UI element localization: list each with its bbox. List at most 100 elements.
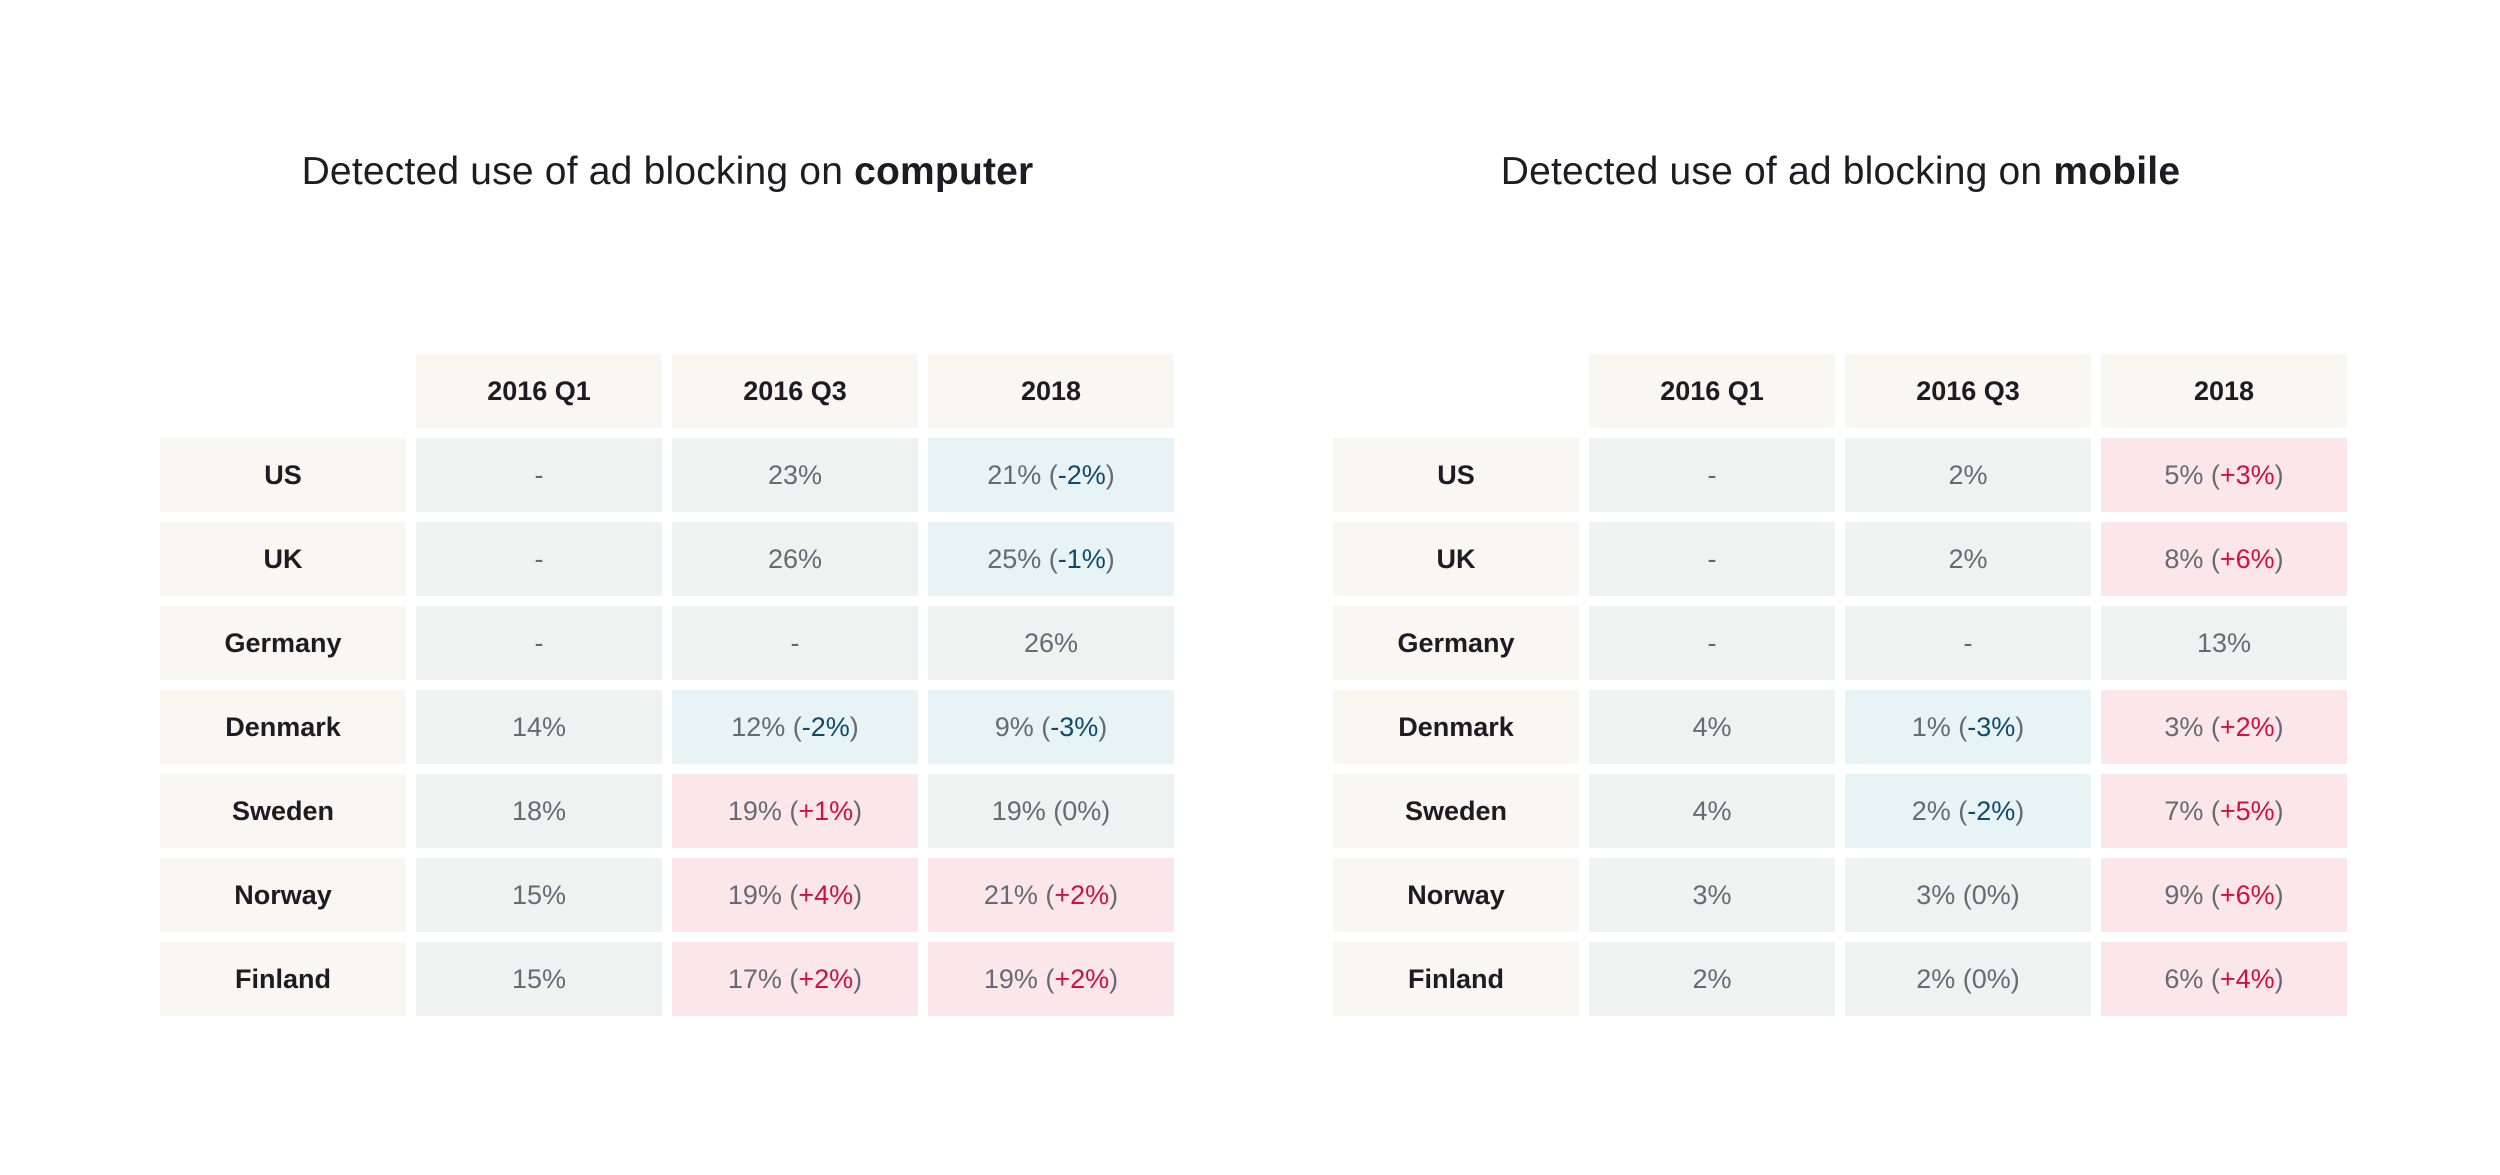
cell-value: 23% [767,459,823,490]
cell-value: 2% [1692,963,1732,994]
cell-value: 3% [1916,879,1956,910]
computer-cell-us-2018: 21% (-2%) [928,438,1174,512]
computer-title-prefix: Detected use of ad blocking on [301,150,855,193]
cell-change: +1% [798,795,854,826]
computer-row-label-finland: Finland [160,942,406,1016]
mobile-col-header-2018: 2018 [2101,354,2347,428]
mobile-cell-finland-2016-q3: 2% (0%) [1845,942,2091,1016]
mobile-cell-uk-2018: 8% (+6%) [2101,522,2347,596]
cell-change: -1% [1057,543,1106,574]
computer-row-label-denmark: Denmark [160,690,406,764]
mobile-row-label-norway: Norway [1333,858,1579,932]
mobile-table-panel: Detected use of ad blocking on mobile 20… [1333,0,2348,1175]
computer-row-label-germany: Germany [160,606,406,680]
cell-change: -3% [1050,711,1099,742]
mobile-cell-norway-2016-q3: 3% (0%) [1845,858,2091,932]
mobile-title-prefix: Detected use of ad blocking on [1500,150,2054,193]
cell-value: 21% [987,459,1042,490]
cell-value: - [534,543,544,574]
cell-value: 4% [1692,795,1732,826]
computer-col-header-2016-q1: 2016 Q1 [416,354,662,428]
cell-value: 2% [1911,795,1951,826]
cell-value: 14% [511,711,567,742]
computer-cell-uk-2016-q3: 26% [672,522,918,596]
mobile-cell-finland-2016-q1: 2% [1589,942,1835,1016]
cell-value: 6% [2164,963,2204,994]
mobile-cell-uk-2016-q3: 2% [1845,522,2091,596]
cell-value: - [1707,459,1717,490]
cell-value: 2% [1948,543,1988,574]
cell-value: - [1963,627,1973,658]
computer-cell-norway-2016-q1: 15% [416,858,662,932]
computer-cell-sweden-2016-q3: 19% (+1%) [672,774,918,848]
computer-cell-sweden-2018: 19% (0%) [928,774,1174,848]
cell-value: 3% [2164,711,2204,742]
cell-value: - [534,627,544,658]
mobile-cell-finland-2018: 6% (+4%) [2101,942,2347,1016]
computer-row-label-uk: UK [160,522,406,596]
cell-change: -2% [1967,795,2016,826]
cell-value: 2% [1948,459,1988,490]
computer-cell-norway-2016-q3: 19% (+4%) [672,858,918,932]
cell-value: 21% [983,879,1038,910]
computer-col-header-2016-q3: 2016 Q3 [672,354,918,428]
cell-change: +4% [2219,963,2275,994]
mobile-cell-germany-2016-q3: - [1845,606,2091,680]
computer-cell-uk-2018: 25% (-1%) [928,522,1174,596]
cell-value: 13% [2196,627,2252,658]
mobile-cell-denmark-2018: 3% (+2%) [2101,690,2347,764]
cell-value: 19% [991,795,1046,826]
computer-title-emphasis: computer [854,150,1034,193]
cell-change: +6% [2219,543,2275,574]
cell-change: +2% [2219,711,2275,742]
cell-value: 5% [2164,459,2204,490]
computer-cell-norway-2018: 21% (+2%) [928,858,1174,932]
cell-value: 19% [983,963,1038,994]
cell-change: 0% [1062,795,1102,826]
computer-cell-germany-2018: 26% [928,606,1174,680]
mobile-row-label-us: US [1333,438,1579,512]
cell-change: +2% [798,963,854,994]
computer-cell-finland-2016-q3: 17% (+2%) [672,942,918,1016]
mobile-cell-sweden-2016-q1: 4% [1589,774,1835,848]
cell-value: 19% [727,879,782,910]
cell-change: -2% [1057,459,1106,490]
mobile-row-label-sweden: Sweden [1333,774,1579,848]
cell-change: -3% [1967,711,2016,742]
cell-value: 7% [2164,795,2204,826]
computer-table-title: Detected use of ad blocking on computer [160,150,1175,194]
computer-col-header-2018: 2018 [928,354,1174,428]
cell-value: - [534,459,544,490]
cell-value: 18% [511,795,567,826]
cell-change: +4% [798,879,854,910]
computer-cell-denmark-2016-q3: 12% (-2%) [672,690,918,764]
cell-value: 15% [511,963,567,994]
computer-cell-us-2016-q3: 23% [672,438,918,512]
mobile-cell-denmark-2016-q3: 1% (-3%) [1845,690,2091,764]
cell-value: 19% [727,795,782,826]
cell-change: -2% [801,711,850,742]
computer-cell-denmark-2016-q1: 14% [416,690,662,764]
mobile-cell-us-2018: 5% (+3%) [2101,438,2347,512]
cell-value: 26% [1023,627,1079,658]
mobile-cell-us-2016-q3: 2% [1845,438,2091,512]
computer-table-panel: Detected use of ad blocking on computer … [160,0,1175,1175]
cell-value: 4% [1692,711,1732,742]
mobile-cell-sweden-2016-q3: 2% (-2%) [1845,774,2091,848]
mobile-cell-norway-2016-q1: 3% [1589,858,1835,932]
mobile-cell-us-2016-q1: - [1589,438,1835,512]
cell-change: 0% [1971,963,2011,994]
cell-change: +5% [2219,795,2275,826]
computer-cell-uk-2016-q1: - [416,522,662,596]
mobile-title-emphasis: mobile [2053,150,2181,193]
cell-change: +3% [2219,459,2275,490]
mobile-cell-germany-2018: 13% [2101,606,2347,680]
cell-change: +6% [2219,879,2275,910]
mobile-cell-denmark-2016-q1: 4% [1589,690,1835,764]
mobile-row-label-finland: Finland [1333,942,1579,1016]
cell-value: - [1707,543,1717,574]
computer-cell-finland-2016-q1: 15% [416,942,662,1016]
cell-value: 3% [1692,879,1732,910]
computer-row-label-sweden: Sweden [160,774,406,848]
mobile-cell-norway-2018: 9% (+6%) [2101,858,2347,932]
